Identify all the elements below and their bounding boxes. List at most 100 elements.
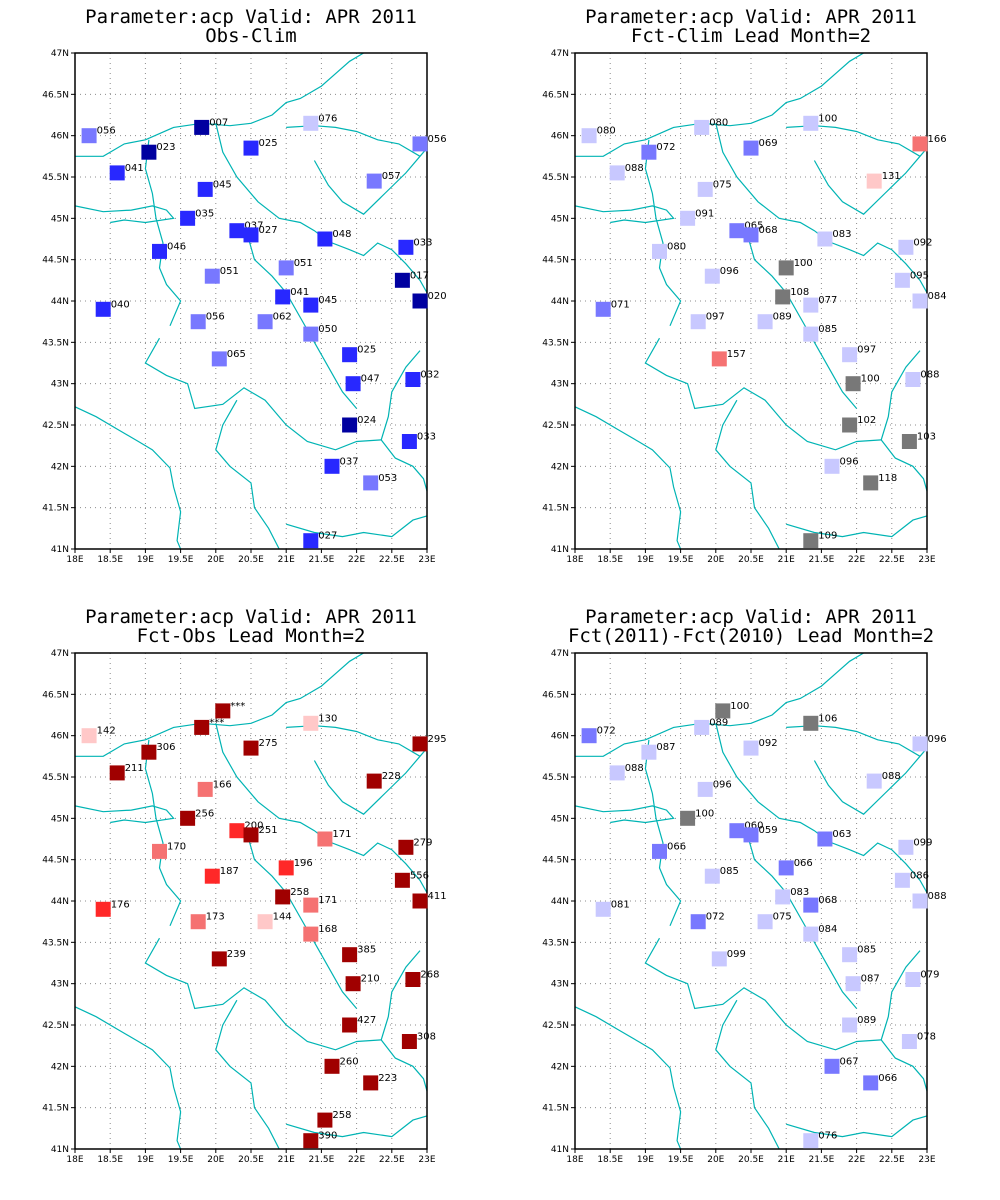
map-subtitle: Fct-Obs Lead Month=2: [137, 625, 366, 647]
map-title: Parameter:acp Valid: APR 2011: [585, 606, 917, 628]
coastline: [144, 337, 382, 451]
station-label: 076: [818, 1131, 837, 1142]
y-tick-label: 45N: [551, 214, 569, 224]
coastline: [880, 950, 921, 1041]
station-marker: [141, 144, 157, 160]
station-marker: [180, 210, 196, 226]
station-label: 063: [832, 829, 851, 840]
station-label: 088: [625, 763, 644, 774]
station-label: 109: [818, 531, 837, 542]
station-label: 062: [273, 312, 292, 323]
map-panel-4: Parameter:acp Valid: APR 2011Fct(2011)-F…: [542, 606, 946, 1165]
station-marker: [704, 268, 720, 284]
station-label: 066: [794, 858, 813, 869]
y-tick-label: 44.5N: [542, 856, 569, 866]
x-tick-label: 22.5E: [379, 555, 405, 565]
station-label: 037: [244, 221, 263, 232]
station-label: 308: [417, 1032, 436, 1043]
station-marker: [680, 210, 696, 226]
station-label: 084: [928, 291, 947, 302]
station-label: 385: [357, 945, 376, 956]
x-tick-label: 22E: [348, 555, 365, 565]
station-label: 411: [428, 891, 447, 902]
coastline: [144, 139, 182, 327]
station-label: 081: [611, 899, 630, 910]
y-tick-label: 47N: [51, 649, 69, 659]
y-tick-label: 45.5N: [42, 173, 69, 183]
station-marker: [317, 1112, 333, 1128]
y-tick-label: 46.5N: [42, 690, 69, 700]
station-label: 130: [318, 713, 337, 724]
y-tick-label: 43N: [551, 980, 569, 990]
y-tick-label: 41.5N: [542, 504, 569, 514]
station-label: 056: [428, 134, 447, 145]
station-label: 103: [917, 432, 936, 443]
x-tick-label: 20E: [207, 555, 224, 565]
station-marker: [778, 260, 794, 276]
y-tick-label: 44.5N: [542, 256, 569, 266]
station-label: 023: [156, 142, 175, 153]
station-label: 035: [195, 208, 214, 219]
station-label: 166: [928, 134, 947, 145]
station-label: 099: [727, 949, 746, 960]
station-label: 083: [790, 887, 809, 898]
x-tick-label: 21.5E: [309, 1155, 335, 1165]
y-tick-label: 46.5N: [42, 90, 69, 100]
station-marker: [398, 839, 414, 855]
station-label: 007: [209, 117, 228, 128]
map-subtitle: Obs-Clim: [205, 25, 297, 47]
y-tick-label: 43N: [551, 380, 569, 390]
station-label: 089: [857, 1015, 876, 1026]
x-tick-label: 23E: [418, 1155, 435, 1165]
station-marker: [842, 417, 858, 433]
station-marker: [824, 1058, 840, 1074]
station-marker: [842, 947, 858, 963]
station-label: 085: [857, 945, 876, 956]
station-label: 088: [928, 891, 947, 902]
station-label: 086: [910, 870, 929, 881]
coastline: [75, 652, 364, 757]
station-label: 144: [273, 912, 292, 923]
station-marker: [190, 914, 206, 930]
station-marker: [824, 458, 840, 474]
station-marker: [278, 860, 294, 876]
coastline: [574, 406, 682, 550]
station-marker: [901, 1034, 917, 1049]
y-tick-label: 44N: [551, 297, 569, 307]
y-tick-label: 45.5N: [42, 773, 69, 783]
coastline: [286, 515, 428, 538]
station-marker: [894, 272, 910, 288]
station-label: 065: [227, 349, 246, 360]
station-marker: [817, 231, 833, 247]
coastline: [215, 399, 280, 550]
station-marker: [342, 417, 358, 433]
station-marker: [842, 1017, 858, 1033]
station-label: 306: [156, 742, 175, 753]
station-label: 045: [318, 295, 337, 306]
station-label: 258: [290, 887, 309, 898]
y-tick-label: 46.5N: [542, 690, 569, 700]
coastline: [786, 515, 928, 538]
map-title: Parameter:acp Valid: APR 2011: [85, 6, 417, 28]
station-label: 088: [882, 771, 901, 782]
station-label: 142: [97, 726, 116, 737]
station-label: 060: [744, 821, 763, 832]
station-marker: [863, 1075, 879, 1091]
coastline: [246, 234, 358, 409]
station-label: 075: [773, 912, 792, 923]
station-marker: [715, 703, 731, 719]
station-marker: [109, 765, 125, 781]
station-marker: [257, 914, 273, 930]
station-label: 173: [206, 912, 225, 923]
x-tick-label: 21E: [778, 1155, 795, 1165]
station-label: 102: [857, 415, 876, 426]
station-label: 079: [920, 970, 939, 981]
coastline: [74, 205, 175, 224]
station-label: 427: [357, 1015, 376, 1026]
station-marker: [345, 376, 361, 392]
station-marker: [680, 810, 696, 826]
station-marker: [303, 326, 319, 342]
x-tick-label: 23E: [918, 555, 935, 565]
station-marker: [229, 823, 245, 839]
